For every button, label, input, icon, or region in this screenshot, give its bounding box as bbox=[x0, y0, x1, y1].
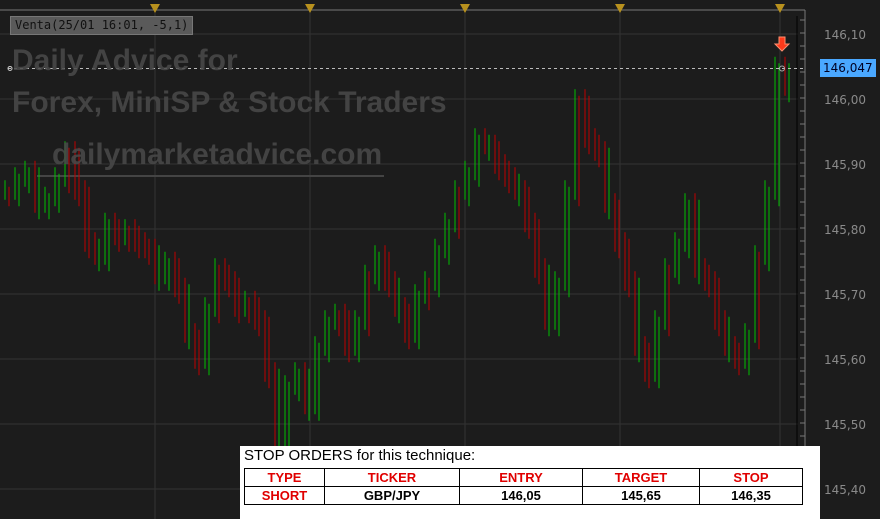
cell-target: 145,65 bbox=[582, 486, 700, 505]
header-stop: STOP bbox=[699, 468, 803, 487]
header-ticker: TICKER bbox=[324, 468, 460, 487]
session-marker-icon bbox=[775, 4, 785, 13]
orders-row: SHORT GBP/JPY 146,05 145,65 146,35 bbox=[244, 486, 803, 505]
cell-ticker: GBP/JPY bbox=[324, 486, 460, 505]
orders-table: TYPE TICKER ENTRY TARGET STOP SHORT GBP/… bbox=[244, 468, 803, 505]
header-type: TYPE bbox=[244, 468, 325, 487]
y-tick-label: 145,70 bbox=[824, 288, 866, 302]
sell-arrow-icon bbox=[773, 36, 791, 52]
cell-type: SHORT bbox=[244, 486, 325, 505]
last-price-marker-icon bbox=[779, 65, 785, 72]
session-marker-icon bbox=[615, 4, 625, 13]
watermark-line2: Forex, MiniSP & Stock Traders bbox=[12, 86, 447, 119]
header-entry: ENTRY bbox=[459, 468, 583, 487]
y-tick-label: 145,90 bbox=[824, 158, 866, 172]
header-target: TARGET bbox=[582, 468, 700, 487]
orders-header-row: TYPE TICKER ENTRY TARGET STOP bbox=[244, 468, 803, 487]
y-tick-label: 145,60 bbox=[824, 353, 866, 367]
watermark-line1: Daily Advice for bbox=[12, 44, 238, 77]
current-price-label: 146,047 bbox=[820, 59, 876, 77]
cell-stop: 146,35 bbox=[699, 486, 803, 505]
y-tick-label: 145,80 bbox=[824, 223, 866, 237]
session-marker-icon bbox=[460, 4, 470, 13]
watermark-line3: dailymarketadvice.com bbox=[52, 138, 383, 171]
y-tick-label: 146,00 bbox=[824, 93, 866, 107]
y-tick-label: 145,40 bbox=[824, 483, 866, 497]
orders-caption: STOP ORDERS for this technique: bbox=[244, 447, 476, 464]
y-tick-label: 145,50 bbox=[824, 418, 866, 432]
cell-entry: 146,05 bbox=[459, 486, 583, 505]
order-anchor-icon bbox=[7, 65, 13, 71]
session-marker-icon bbox=[305, 4, 315, 13]
session-marker-icon bbox=[150, 4, 160, 13]
orders-panel: STOP ORDERS for this technique: TYPE TIC… bbox=[240, 446, 820, 519]
y-tick-label: 146,10 bbox=[824, 28, 866, 42]
order-tag[interactable]: Venta(25/01 16:01, -5,1) bbox=[10, 16, 194, 35]
